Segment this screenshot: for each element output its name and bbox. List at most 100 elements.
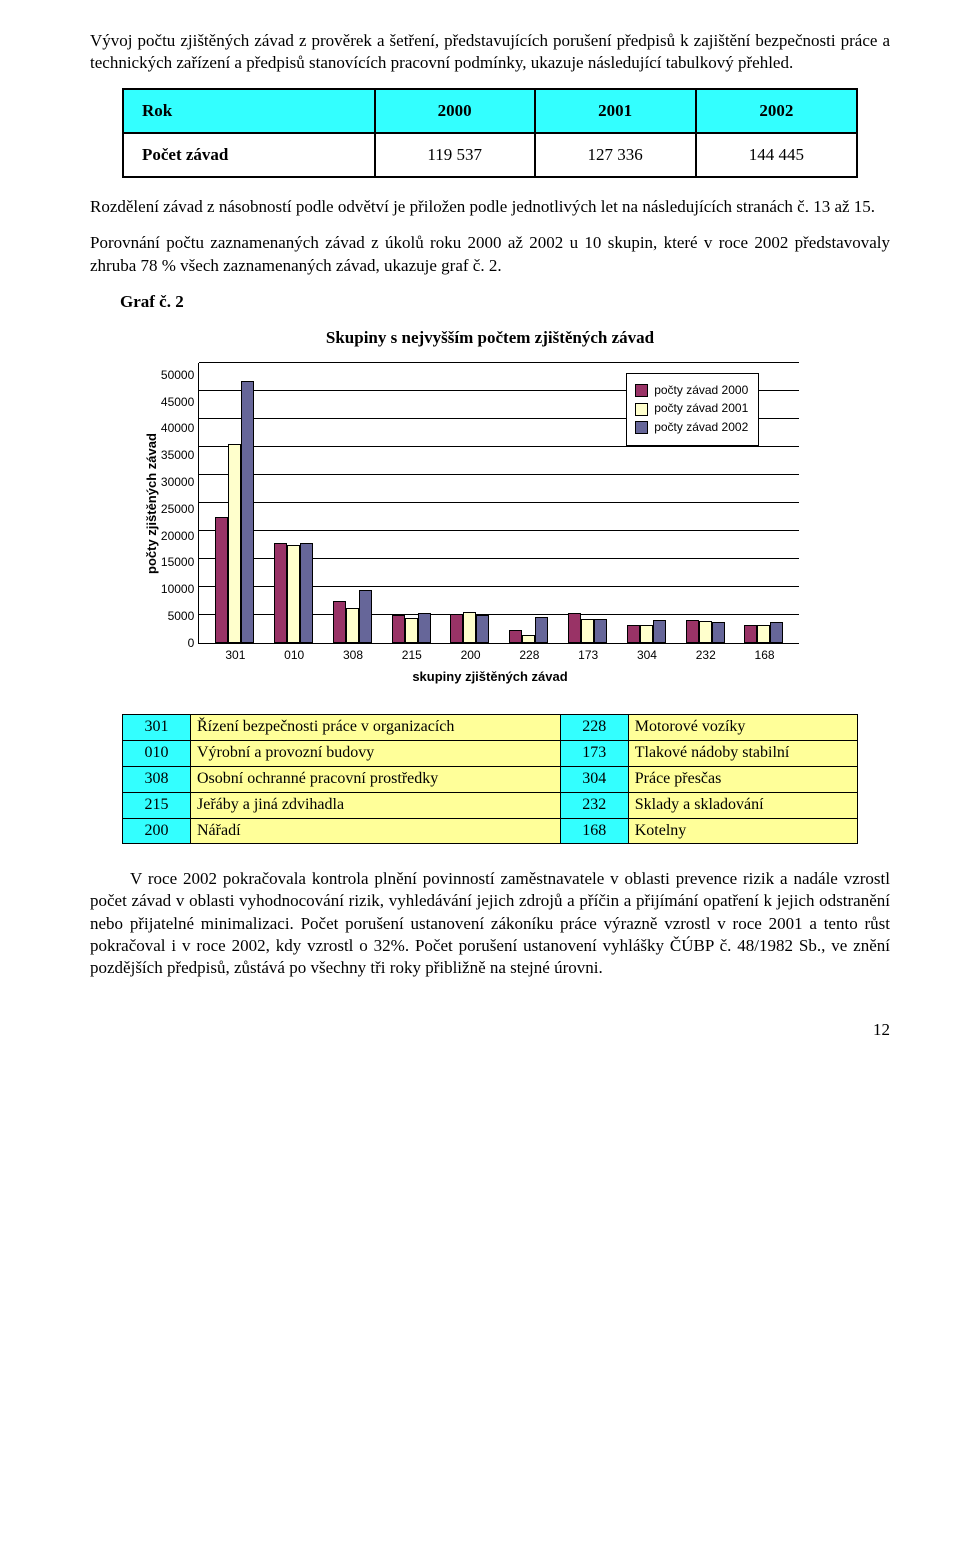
legend-swatch — [635, 384, 648, 397]
legend-item: počty závad 2002 — [635, 420, 748, 436]
bar-group — [686, 620, 725, 643]
paragraph-3: Porovnání počtu zaznamenaných závad z úk… — [90, 232, 890, 276]
legend-label: počty závad 2000 — [654, 383, 748, 399]
table2-desc-cell: Sklady a skladování — [628, 792, 857, 818]
table2-row: 215Jeřáby a jiná zdvihadla232Sklady a sk… — [123, 792, 858, 818]
graf-label: Graf č. 2 — [120, 291, 890, 313]
table2-desc-cell: Nářadí — [191, 818, 561, 844]
ytick-label: 10000 — [161, 583, 194, 595]
table2-code-cell: 168 — [560, 818, 628, 844]
table2-desc-cell: Osobní ochranné pracovní prostředky — [191, 766, 561, 792]
bar — [522, 635, 535, 643]
xtick-label: 301 — [225, 648, 245, 664]
ytick-label: 15000 — [161, 556, 194, 568]
bar — [463, 612, 476, 643]
bar — [699, 621, 712, 643]
table1-cell: 144 445 — [696, 133, 857, 177]
table1-header-cell: 2002 — [696, 89, 857, 133]
bar — [535, 617, 548, 643]
table1-row-label: Počet závad — [123, 133, 375, 177]
bar-group — [509, 617, 548, 643]
chart-ylabel: počty zjištěných závad — [140, 363, 161, 644]
bar-chart: počty zjištěných závad 50000450004000035… — [140, 363, 840, 686]
table2-code-cell: 200 — [123, 818, 191, 844]
legend-label: počty závad 2002 — [654, 420, 748, 436]
xtick-label: 010 — [284, 648, 304, 664]
table2-row: 010Výrobní a provozní budovy173Tlakové n… — [123, 741, 858, 767]
table-rok-pocet-zavad: Rok200020012002 Počet závad119 537127 33… — [122, 88, 858, 178]
bar — [405, 618, 418, 643]
table2-code-cell: 010 — [123, 741, 191, 767]
chart-yaxis: 5000045000400003500030000250002000015000… — [161, 363, 198, 643]
bar — [228, 444, 241, 643]
chart-plot: počty závad 2000 počty závad 2001 počty zá… — [198, 363, 799, 644]
bar — [450, 614, 463, 643]
bar — [627, 625, 640, 643]
bar — [476, 615, 489, 643]
ytick-label: 20000 — [161, 530, 194, 542]
paragraph-2: Rozdělení závad z násobností podle odvět… — [90, 196, 890, 218]
ytick-label: 0 — [161, 637, 194, 649]
xtick-label: 304 — [637, 648, 657, 664]
bar-group — [450, 612, 489, 643]
table1-header-cell: 2000 — [375, 89, 535, 133]
ytick-label: 50000 — [161, 369, 194, 381]
xtick-label: 173 — [578, 648, 598, 664]
paragraph-1: Vývoj počtu zjištěných závad z prověrek … — [90, 30, 890, 74]
table2-desc-cell: Řízení bezpečnosti práce v organizacích — [191, 715, 561, 741]
chart-xlabel: skupiny zjištěných závad — [140, 669, 840, 686]
chart-title: Skupiny s nejvyšším počtem zjištěných zá… — [90, 327, 890, 349]
bar — [287, 545, 300, 643]
bar — [744, 625, 757, 643]
table2-desc-cell: Tlakové nádoby stabilní — [628, 741, 857, 767]
table1-cell: 119 537 — [375, 133, 535, 177]
bar — [215, 517, 228, 643]
bar — [712, 622, 725, 643]
bar — [392, 615, 405, 643]
table2-code-cell: 304 — [560, 766, 628, 792]
bar-group — [568, 613, 607, 643]
bar — [757, 625, 770, 643]
ytick-label: 35000 — [161, 449, 194, 461]
bar — [359, 590, 372, 643]
xtick-label: 232 — [696, 648, 716, 664]
bar — [686, 620, 699, 643]
table2-desc-cell: Práce přesčas — [628, 766, 857, 792]
bar-group — [215, 381, 254, 643]
legend-swatch — [635, 421, 648, 434]
table1-header-cell: Rok — [123, 89, 375, 133]
table2-row: 308Osobní ochranné pracovní prostředky30… — [123, 766, 858, 792]
ytick-label: 25000 — [161, 503, 194, 515]
page-number: 12 — [90, 1019, 890, 1041]
bar — [581, 619, 594, 643]
ytick-label: 40000 — [161, 422, 194, 434]
bar — [640, 625, 653, 643]
table2-code-cell: 308 — [123, 766, 191, 792]
xtick-label: 200 — [461, 648, 481, 664]
bar — [346, 608, 359, 643]
xtick-label: 308 — [343, 648, 363, 664]
bar-group — [274, 543, 313, 643]
xtick-label: 215 — [402, 648, 422, 664]
table2-desc-cell: Kotelny — [628, 818, 857, 844]
legend-label: počty závad 2001 — [654, 401, 748, 417]
chart-legend: počty závad 2000 počty závad 2001 počty zá… — [626, 373, 759, 446]
bar — [509, 630, 522, 643]
bar — [653, 620, 666, 642]
table1-header-cell: 2001 — [535, 89, 696, 133]
table2-row: 301Řízení bezpečnosti práce v organizací… — [123, 715, 858, 741]
table2-code-cell: 173 — [560, 741, 628, 767]
bar — [418, 613, 431, 643]
table2-code-cell: 232 — [560, 792, 628, 818]
table2-desc-cell: Jeřáby a jiná zdvihadla — [191, 792, 561, 818]
legend-item: počty závad 2000 — [635, 383, 748, 399]
xtick-label: 228 — [519, 648, 539, 664]
ytick-label: 5000 — [161, 610, 194, 622]
bar — [770, 622, 783, 643]
table-skupiny-legend: 301Řízení bezpečnosti práce v organizací… — [122, 714, 858, 844]
bar-group — [744, 622, 783, 643]
table2-code-cell: 228 — [560, 715, 628, 741]
bar — [274, 543, 287, 643]
table2-code-cell: 215 — [123, 792, 191, 818]
table2-desc-cell: Motorové vozíky — [628, 715, 857, 741]
